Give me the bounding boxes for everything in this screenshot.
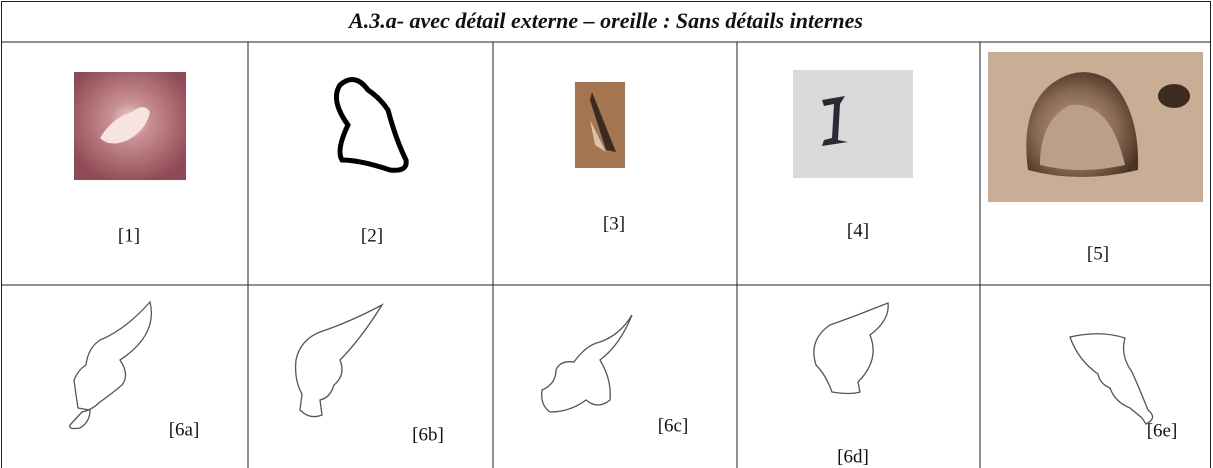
image-label: [6d] [837,446,869,467]
image-label: [4] [847,220,869,241]
image-label: [5] [1087,243,1109,264]
image-1 [74,72,186,180]
image-label: [6a] [169,419,200,440]
image-label: [2] [361,225,383,246]
sketch-6b [294,303,384,418]
sketch-6d [813,302,889,395]
sketch-6e [1069,333,1154,425]
table-title: A.3.a- avec détail externe – oreille : S… [347,8,863,33]
sketch-6c [541,314,633,413]
image-label: [6c] [658,415,689,436]
image-2 [333,77,409,173]
image-3 [575,82,625,168]
image-label: [1] [118,225,140,246]
image-label: [6e] [1147,420,1178,441]
image-5 [988,52,1203,202]
sketch-6a [69,300,152,430]
image-label: [3] [603,213,625,234]
image-label: [6b] [412,424,444,445]
image-4 [793,70,913,178]
